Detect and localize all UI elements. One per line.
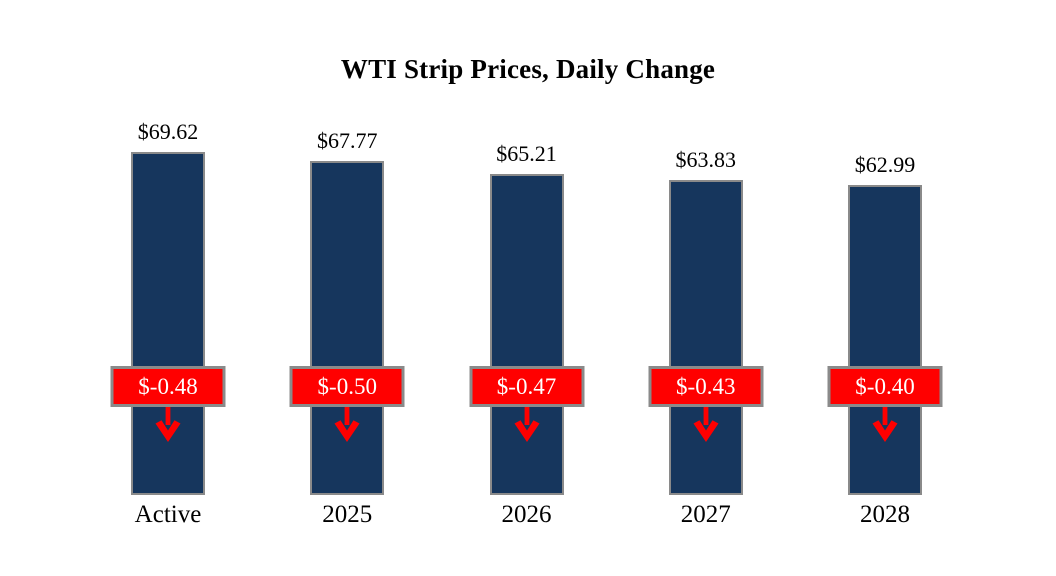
chart-column-2026: $65.21 $-0.47 2026 xyxy=(447,0,607,576)
daily-change-badge: $-0.48 xyxy=(110,366,226,407)
price-bar xyxy=(668,180,743,495)
price-data-label: $63.83 xyxy=(675,147,737,172)
price-data-label: $69.62 xyxy=(137,119,199,144)
down-arrow-icon xyxy=(334,404,360,442)
daily-change-badge: $-0.43 xyxy=(648,366,764,407)
category-label: Active xyxy=(134,501,202,528)
category-label: 2027 xyxy=(680,501,731,528)
price-bar xyxy=(310,161,385,495)
daily-change-badge: $-0.40 xyxy=(827,366,943,407)
category-label: 2026 xyxy=(501,501,552,528)
plot-area: $69.62 $-0.48 Active $67.77 $-0.50 2025 $65.21… xyxy=(88,0,965,576)
price-data-label: $65.21 xyxy=(496,141,557,166)
down-arrow-icon xyxy=(872,404,898,442)
down-arrow-icon xyxy=(693,404,719,442)
chart-column-2027: $63.83 $-0.43 2027 xyxy=(626,0,786,576)
down-arrow-icon xyxy=(514,404,539,442)
price-data-label: $62.99 xyxy=(854,152,916,177)
price-data-label: $67.77 xyxy=(317,128,378,153)
category-label: 2028 xyxy=(860,501,910,528)
category-label: 2025 xyxy=(322,501,373,528)
down-arrow-icon xyxy=(155,404,181,442)
chart-column-2028: $62.99 $-0.40 2028 xyxy=(805,0,965,576)
price-bar xyxy=(131,152,205,495)
price-bar xyxy=(489,174,564,495)
daily-change-badge: $-0.47 xyxy=(469,366,584,407)
chart-column-active: $69.62 $-0.48 Active xyxy=(88,0,248,576)
price-bar xyxy=(848,185,922,495)
daily-change-badge: $-0.50 xyxy=(289,366,405,407)
chart-column-2025: $67.77 $-0.50 2025 xyxy=(267,0,427,576)
chart-title: WTI Strip Prices, Daily Change xyxy=(340,54,716,84)
